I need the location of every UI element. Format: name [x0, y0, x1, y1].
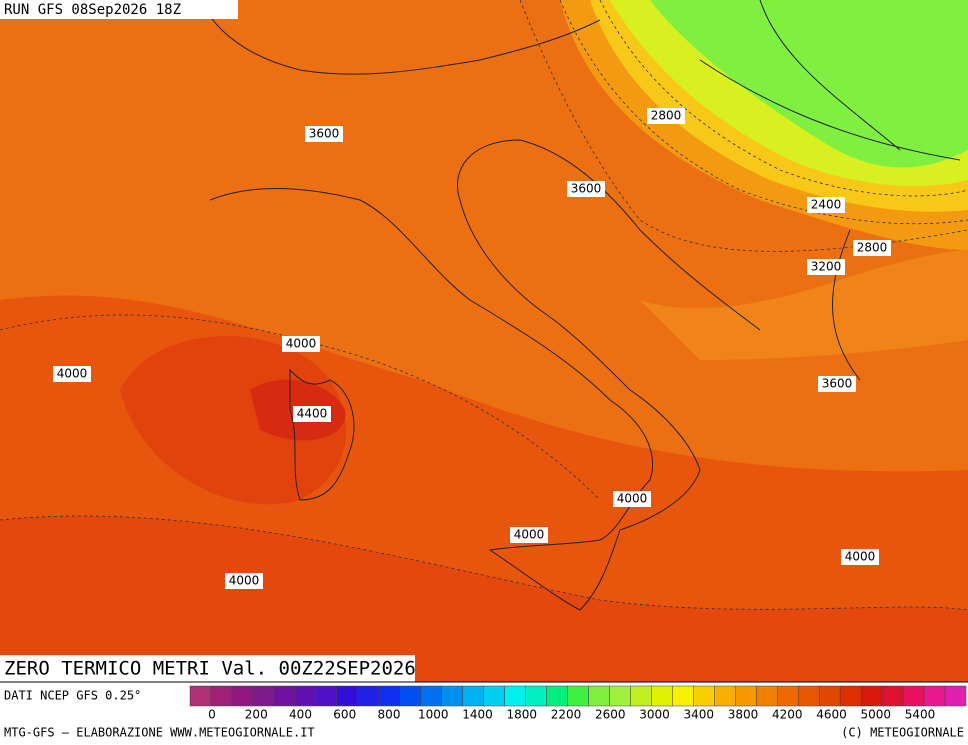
credit: MTG-GFS — ELABORAZIONE WWW.METEOGIORNALE… [4, 726, 315, 740]
contour-label-text: 3600 [571, 182, 602, 196]
legend-label: 200 [245, 708, 268, 722]
data-source: DATI NCEP GFS 0.25° [4, 689, 141, 703]
legend-swatch [189, 685, 212, 707]
legend-label: 600 [333, 708, 356, 722]
legend-swatch [756, 685, 778, 707]
legend-label: 2200 [551, 708, 582, 722]
legend-swatch [588, 685, 610, 707]
legend-swatch [546, 685, 568, 707]
contour-label-text: 2400 [811, 198, 842, 212]
legend-swatch [923, 685, 946, 707]
legend-swatch [441, 685, 463, 707]
coastlines [199, 0, 961, 611]
legend-swatch [420, 685, 442, 707]
title-box [0, 0, 238, 19]
contour-label: 4000 [225, 573, 263, 589]
contour-label: 2800 [647, 108, 685, 124]
legend-swatch [818, 685, 841, 707]
contour-label: 4000 [53, 366, 91, 382]
contour-label-text: 4000 [514, 528, 545, 542]
contour-label-text: 4000 [229, 574, 260, 588]
contour-label-text: 2800 [651, 109, 682, 123]
legend-swatch [294, 685, 317, 707]
legend-swatch [273, 685, 296, 707]
legend-swatch [378, 685, 400, 707]
field-box [0, 655, 415, 682]
legend-swatch [357, 685, 380, 707]
legend-swatch [672, 685, 694, 707]
legend-label: 0 [208, 708, 216, 722]
contour-label-text: 2800 [857, 241, 888, 255]
contour-label: 4000 [613, 491, 651, 507]
legend-swatch [714, 685, 736, 707]
contour-label-text: 4400 [297, 407, 328, 421]
legend-swatch [210, 685, 233, 707]
legend-swatch [839, 685, 862, 707]
contour-label-text: 3200 [811, 260, 842, 274]
legend-swatch [735, 685, 757, 707]
legend-swatch [567, 685, 589, 707]
legend-label: 3800 [728, 708, 759, 722]
contour-label: 3600 [305, 126, 343, 142]
legend-swatch [231, 685, 254, 707]
legend-swatch [525, 685, 547, 707]
contour-label: 4000 [282, 336, 320, 352]
contour-label: 4400 [293, 406, 331, 422]
run-title: RUN GFS 08Sep2026 18Z [4, 2, 181, 18]
legend-swatch [609, 685, 631, 707]
field-band [0, 516, 968, 682]
legend-swatch [252, 685, 275, 707]
field-band [640, 250, 968, 360]
legend-swatch [693, 685, 715, 707]
legend-swatch [902, 685, 925, 707]
legend-swatch [399, 685, 421, 707]
legend-swatch [881, 685, 904, 707]
legend-swatch [483, 685, 505, 707]
field-title: ZERO TERMICO METRI Val. 00Z22SEP2026 [4, 658, 416, 680]
legend-label: 3000 [639, 708, 670, 722]
contour-label-text: 4000 [617, 492, 648, 506]
legend-label: 800 [378, 708, 401, 722]
contour-label: 3600 [567, 181, 605, 197]
legend-label: 5400 [905, 708, 936, 722]
legend-swatch [860, 685, 883, 707]
legend-label: 4200 [772, 708, 803, 722]
contour-label: 2400 [807, 197, 845, 213]
legend-swatch [504, 685, 526, 707]
contour-label-text: 3600 [822, 377, 853, 391]
legend-label: 1800 [506, 708, 537, 722]
contour-label: 3600 [818, 376, 856, 392]
contour-label-text: 4000 [845, 550, 876, 564]
legend-swatch [315, 685, 338, 707]
contour-label: 4000 [510, 527, 548, 543]
contour-label: 3200 [807, 259, 845, 275]
contour-label: 4000 [841, 549, 879, 565]
legend-swatch [336, 685, 359, 707]
legend-label: 4600 [816, 708, 847, 722]
legend-label: 400 [289, 708, 312, 722]
legend-label: 1400 [462, 708, 493, 722]
contour-label-text: 4000 [57, 367, 88, 381]
contour-label-text: 3600 [309, 127, 340, 141]
legend-swatch [944, 685, 967, 707]
legend-swatch [630, 685, 652, 707]
color-legend: 0 200 400 600 800 1000 1400 1800 2200 2600 3000 340… [189, 685, 967, 722]
map: 3600 2800 3600 2400 2800 3200 4000 4000 … [0, 0, 968, 682]
field-band [650, 0, 968, 168]
legend-swatch [462, 685, 484, 707]
legend-label: 3400 [683, 708, 714, 722]
contour-labels: 3600 2800 3600 2400 2800 3200 4000 4000 … [53, 108, 891, 589]
legend-swatch [776, 685, 799, 707]
contour-label-text: 4000 [286, 337, 317, 351]
contour-label: 2800 [853, 240, 891, 256]
legend-label: 2600 [595, 708, 626, 722]
copyright: (C) METEOGIORNALE [841, 726, 964, 740]
legend-label: 5000 [860, 708, 891, 722]
legend-label: 1000 [418, 708, 449, 722]
legend-swatch [797, 685, 820, 707]
legend-swatch [651, 685, 673, 707]
